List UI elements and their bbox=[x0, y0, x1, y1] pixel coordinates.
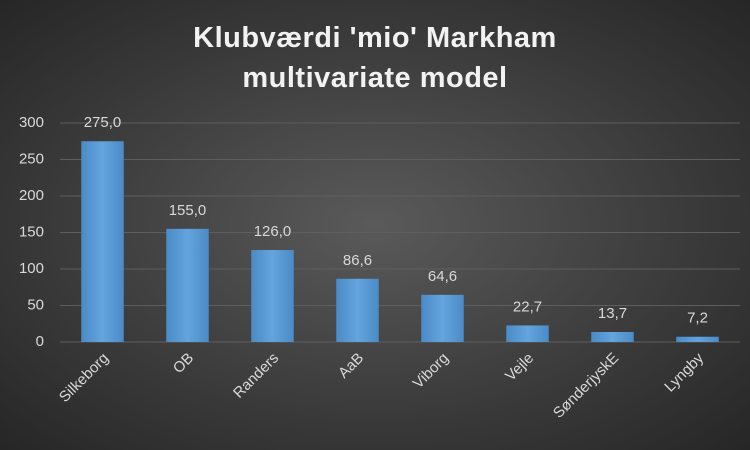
y-tick-label: 100 bbox=[19, 260, 44, 277]
y-tick-label: 0 bbox=[36, 333, 44, 350]
y-tick-label: 300 bbox=[19, 114, 44, 131]
chart-title: Klubværdi 'mio' Markham multivariate mod… bbox=[193, 22, 557, 94]
y-tick-label: 50 bbox=[27, 296, 44, 313]
y-tick-label: 250 bbox=[19, 150, 44, 167]
y-tick-label: 150 bbox=[19, 223, 44, 240]
bar bbox=[676, 336, 719, 342]
bar bbox=[251, 250, 294, 342]
value-label: 126,0 bbox=[254, 223, 292, 240]
value-label: 64,6 bbox=[428, 268, 457, 285]
x-tick-label: Vejle bbox=[502, 350, 537, 385]
bar bbox=[166, 228, 209, 342]
value-label: 7,2 bbox=[687, 310, 708, 327]
bar bbox=[81, 141, 124, 342]
value-label: 13,7 bbox=[598, 305, 627, 322]
x-tick-label: Lyngby bbox=[661, 349, 707, 395]
value-label: 86,6 bbox=[343, 252, 372, 269]
x-tick-label: SønderjyskE bbox=[550, 350, 622, 422]
x-tick-label: Randers bbox=[230, 350, 282, 402]
bar bbox=[336, 278, 379, 342]
value-label: 275,0 bbox=[84, 114, 122, 131]
x-tick-label: Viborg bbox=[410, 350, 452, 392]
value-label: 22,7 bbox=[513, 298, 542, 315]
value-label: 155,0 bbox=[169, 202, 207, 219]
bar bbox=[591, 331, 634, 342]
bar bbox=[506, 325, 549, 342]
x-tick-label: OB bbox=[170, 350, 197, 377]
y-tick-label: 200 bbox=[19, 187, 44, 204]
x-tick-label: AaB bbox=[335, 350, 367, 382]
bar bbox=[421, 294, 464, 342]
x-tick-label: Silkeborg bbox=[56, 350, 112, 406]
